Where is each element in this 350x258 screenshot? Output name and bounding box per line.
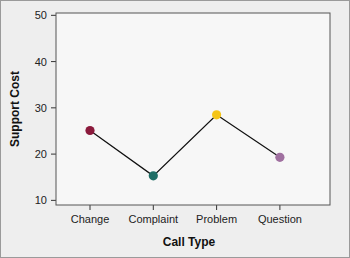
line <box>90 115 280 176</box>
y-tick <box>51 61 56 62</box>
y-tick-label: 20 <box>35 148 47 160</box>
y-tick <box>51 154 56 155</box>
x-tick <box>216 205 217 210</box>
x-tick-label: Question <box>258 213 302 225</box>
y-axis-title: Support Cost <box>8 71 22 147</box>
y-tick <box>51 200 56 201</box>
chart: 10 20 30 40 50 Change Complaint Problem Question… <box>0 0 350 258</box>
x-tick <box>153 205 154 210</box>
background <box>1 1 350 258</box>
y-tick-label: 10 <box>35 194 47 206</box>
x-tick-label: Complaint <box>129 213 179 225</box>
plot-marks <box>85 110 284 180</box>
y-tick-label: 50 <box>35 9 47 21</box>
y-tick <box>51 107 56 108</box>
point <box>275 153 284 162</box>
y-tick-label: 40 <box>35 56 47 68</box>
point <box>85 126 94 135</box>
point <box>212 110 221 119</box>
x-tick-label: Problem <box>196 213 237 225</box>
plot-area <box>56 13 330 205</box>
plot-frame <box>56 13 330 205</box>
point <box>149 171 158 180</box>
y-tick-label: 30 <box>35 102 47 114</box>
y-tick <box>51 15 56 16</box>
x-axis-title: Call Type <box>163 235 216 249</box>
x-tick-label: Change <box>71 213 110 225</box>
x-tick <box>90 205 91 210</box>
x-tick <box>279 205 280 210</box>
